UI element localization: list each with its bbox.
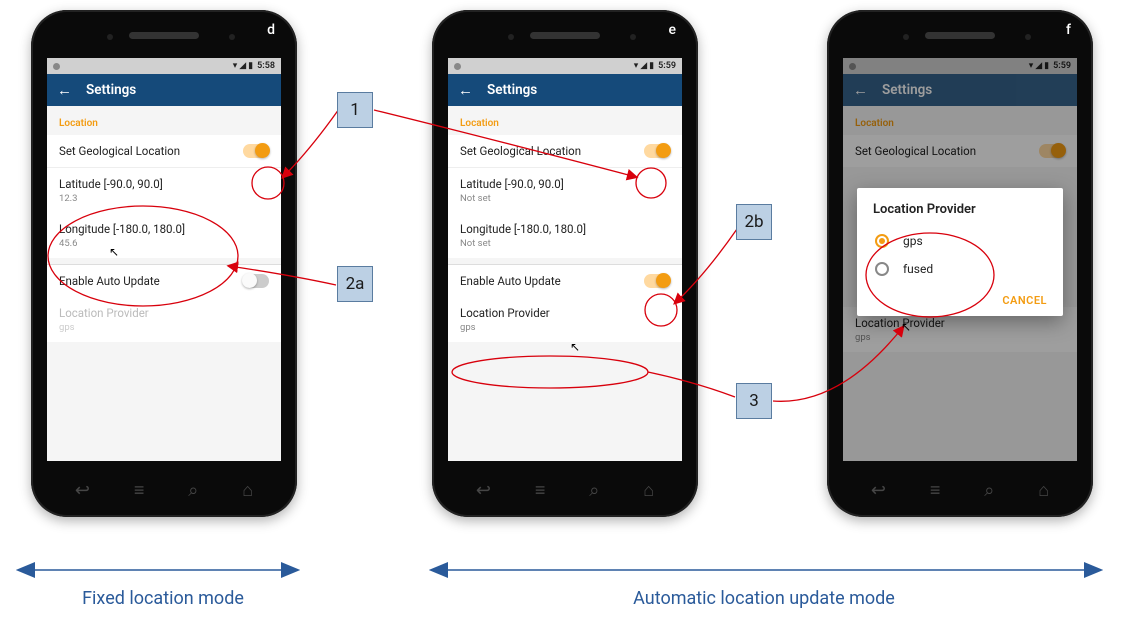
nav-home-icon[interactable]: ⌂ xyxy=(1038,480,1049,501)
radio-label-gps: gps xyxy=(903,234,923,248)
phone-speaker xyxy=(530,32,600,39)
row-latitude[interactable]: Latitude [-90.0, 90.0] Not set xyxy=(448,168,682,213)
status-time: 5:59 xyxy=(658,61,676,71)
screen-f: ▾ ◢ ▮ 5:59 ← Settings Location Set Geolo… xyxy=(843,58,1077,461)
signal-icon: ◢ xyxy=(640,61,647,71)
nav-back-icon[interactable]: ↩ xyxy=(871,480,886,501)
phone-label: f xyxy=(1066,22,1071,38)
screen-e: ▾ ◢ ▮ 5:59 ← Settings Location Set Geolo… xyxy=(448,58,682,461)
phone-speaker xyxy=(925,32,995,39)
phone-cam-icon xyxy=(903,34,909,40)
longitude-value: Not set xyxy=(460,238,491,249)
back-icon[interactable]: ← xyxy=(57,83,72,98)
phone-cam-icon xyxy=(508,34,514,40)
latitude-label: Latitude [-90.0, 90.0] xyxy=(460,177,564,191)
provider-label: Location Provider xyxy=(59,306,149,320)
row-auto-update[interactable]: Enable Auto Update xyxy=(448,265,682,297)
battery-icon: ▮ xyxy=(248,61,253,71)
toggle-set-geo[interactable] xyxy=(644,144,670,158)
set-geo-label: Set Geological Location xyxy=(460,144,581,158)
phone-nav: ↩ ≡ ⌕ ⌂ xyxy=(31,480,297,501)
nav-home-icon[interactable]: ⌂ xyxy=(643,480,654,501)
screen-d: ▾ ◢ ▮ 5:58 ← Settings Location Set Geolo… xyxy=(47,58,281,461)
provider-label: Location Provider xyxy=(460,306,550,320)
app-bar: ← Settings xyxy=(47,74,281,106)
status-time: 5:58 xyxy=(257,61,275,71)
radio-row-gps[interactable]: gps xyxy=(873,227,1047,255)
status-dot-icon xyxy=(53,63,60,70)
toggle-auto-update[interactable] xyxy=(243,274,269,288)
appbar-title: Settings xyxy=(487,82,537,98)
nav-search-icon[interactable]: ⌕ xyxy=(984,480,994,501)
phone-label: e xyxy=(669,22,677,38)
phone-speaker xyxy=(129,32,199,39)
status-bar: ▾ ◢ ▮ 5:58 xyxy=(47,58,281,74)
row-set-geo[interactable]: Set Geological Location xyxy=(47,135,281,167)
auto-update-label: Enable Auto Update xyxy=(460,274,561,288)
appbar-title: Settings xyxy=(86,82,136,98)
phone-cam-icon xyxy=(229,34,235,40)
phone-nav: ↩ ≡ ⌕ ⌂ xyxy=(827,480,1093,501)
nav-search-icon[interactable]: ⌕ xyxy=(188,480,198,501)
longitude-label: Longitude [-180.0, 180.0] xyxy=(460,222,586,236)
toggle-set-geo[interactable] xyxy=(243,144,269,158)
nav-back-icon[interactable]: ↩ xyxy=(75,480,90,501)
toggle-auto-update[interactable] xyxy=(644,274,670,288)
section-header-location: Location xyxy=(448,106,682,135)
radio-label-fused: fused xyxy=(903,262,933,276)
wifi-icon: ▾ xyxy=(634,61,639,71)
cancel-button[interactable]: CANCEL xyxy=(1002,294,1047,307)
row-auto-update[interactable]: Enable Auto Update xyxy=(47,265,281,297)
nav-search-icon[interactable]: ⌕ xyxy=(589,480,599,501)
mode-label-auto: Automatic location update mode xyxy=(534,588,994,609)
row-location-provider[interactable]: Location Provider gps xyxy=(448,297,682,342)
phone-f: f ▾ ◢ ▮ 5:59 ← Settings Location Set Geo… xyxy=(827,10,1093,517)
nav-home-icon[interactable]: ⌂ xyxy=(242,480,253,501)
row-location-provider: Location Provider gps xyxy=(47,297,281,342)
provider-value: gps xyxy=(59,322,75,333)
latitude-value: 12.3 xyxy=(59,193,78,204)
phone-e: e ▾ ◢ ▮ 5:59 ← Settings Location Set Geo… xyxy=(432,10,698,517)
phone-label: d xyxy=(267,22,275,38)
row-longitude[interactable]: Longitude [-180.0, 180.0] 45.6 xyxy=(47,213,281,258)
set-geo-label: Set Geological Location xyxy=(59,144,180,158)
phone-cam-icon xyxy=(630,34,636,40)
battery-icon: ▮ xyxy=(649,61,654,71)
provider-value: gps xyxy=(460,322,476,333)
nav-back-icon[interactable]: ↩ xyxy=(476,480,491,501)
phone-d: d ▾ ◢ ▮ 5:58 ← Settings Location Set Geo… xyxy=(31,10,297,517)
nav-menu-icon[interactable]: ≡ xyxy=(930,480,941,501)
radio-icon[interactable] xyxy=(875,262,889,276)
dialog-title: Location Provider xyxy=(873,202,1047,217)
row-latitude[interactable]: Latitude [-90.0, 90.0] 12.3 xyxy=(47,168,281,213)
nav-menu-icon[interactable]: ≡ xyxy=(134,480,145,501)
longitude-value: 45.6 xyxy=(59,238,78,249)
phone-cam-icon xyxy=(107,34,113,40)
row-longitude[interactable]: Longitude [-180.0, 180.0] Not set xyxy=(448,213,682,258)
callout-2a: 2a xyxy=(337,266,373,302)
callout-2b: 2b xyxy=(736,204,772,240)
auto-update-label: Enable Auto Update xyxy=(59,274,160,288)
radio-icon[interactable] xyxy=(875,234,889,248)
section-header-location: Location xyxy=(47,106,281,135)
back-icon[interactable]: ← xyxy=(458,83,473,98)
callout-3: 3 xyxy=(736,383,772,419)
longitude-label: Longitude [-180.0, 180.0] xyxy=(59,222,185,236)
dialog-location-provider: Location Provider gps fused CANCEL xyxy=(857,188,1063,316)
app-bar: ← Settings xyxy=(448,74,682,106)
status-dot-icon xyxy=(454,63,461,70)
mode-label-fixed: Fixed location mode xyxy=(53,588,273,609)
status-bar: ▾ ◢ ▮ 5:59 xyxy=(448,58,682,74)
callout-1: 1 xyxy=(337,92,373,128)
latitude-value: Not set xyxy=(460,193,491,204)
phone-cam-icon xyxy=(1025,34,1031,40)
wifi-icon: ▾ xyxy=(233,61,238,71)
signal-icon: ◢ xyxy=(239,61,246,71)
radio-row-fused[interactable]: fused xyxy=(873,255,1047,283)
latitude-label: Latitude [-90.0, 90.0] xyxy=(59,177,163,191)
row-set-geo[interactable]: Set Geological Location xyxy=(448,135,682,167)
nav-menu-icon[interactable]: ≡ xyxy=(535,480,546,501)
phone-nav: ↩ ≡ ⌕ ⌂ xyxy=(432,480,698,501)
